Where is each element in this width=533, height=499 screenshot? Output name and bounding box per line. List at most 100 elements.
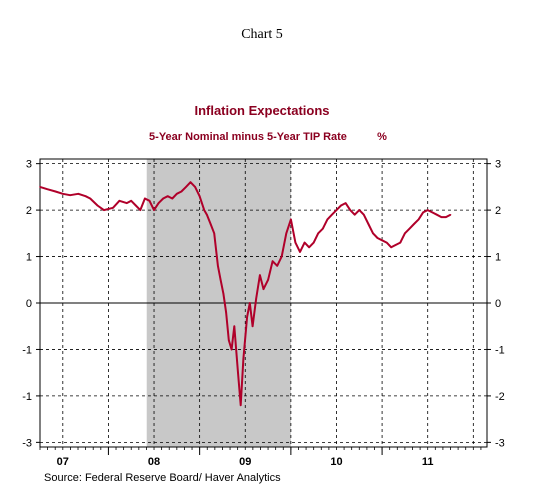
series-point	[69, 194, 71, 197]
series-point	[271, 260, 274, 262]
series-point	[249, 302, 251, 304]
y-tick-label-left: -3	[22, 437, 32, 449]
series-point	[426, 209, 429, 211]
y-tick-label-left: 2	[26, 205, 32, 217]
series-point	[399, 241, 402, 244]
series-point	[62, 193, 64, 195]
x-tick-label: 11	[422, 456, 434, 468]
series-point	[285, 232, 288, 235]
series-point	[118, 200, 121, 202]
series-point	[194, 186, 196, 188]
series-point	[125, 202, 128, 204]
series-point	[162, 197, 164, 200]
series-point	[39, 186, 41, 188]
series-point	[139, 209, 142, 211]
series-point	[237, 371, 239, 374]
series-point	[219, 278, 222, 281]
y-tick-label-left: -1	[22, 391, 32, 403]
source-note: Source: Federal Reserve Board/ Haver Ana…	[44, 472, 281, 484]
series-point	[213, 232, 216, 235]
series-point	[134, 204, 137, 207]
series-point	[230, 348, 233, 351]
series-point	[431, 211, 434, 214]
series-point	[381, 239, 383, 242]
series-point	[294, 241, 297, 244]
series-point	[185, 186, 187, 188]
x-tick-label: 07	[57, 456, 69, 468]
series-point	[203, 209, 206, 211]
series-point	[46, 188, 49, 190]
series-point	[335, 209, 338, 211]
series-point	[308, 246, 310, 249]
series-point	[445, 216, 447, 218]
series-point	[225, 311, 227, 314]
x-tick-label: 09	[239, 456, 251, 468]
series-point	[344, 202, 347, 204]
series-point	[233, 325, 236, 328]
series-point	[280, 255, 283, 258]
y-tick-label-right: -2	[495, 391, 505, 403]
series-point	[326, 218, 329, 221]
series-point	[372, 232, 374, 235]
x-tick-label: 10	[330, 456, 342, 468]
series-point	[176, 193, 178, 195]
series-point	[89, 197, 91, 200]
series-point	[449, 213, 452, 216]
series-point	[239, 404, 242, 406]
series-point	[166, 195, 169, 197]
series-point	[390, 246, 393, 249]
series-point	[103, 209, 105, 211]
series-point	[144, 197, 146, 200]
series-point	[171, 197, 174, 200]
series-point	[413, 223, 415, 225]
y-tick-label-left: -1	[22, 344, 32, 356]
y-tick-label-left: 3	[26, 159, 32, 171]
series-point	[112, 206, 114, 209]
series-point	[267, 278, 269, 281]
y-tick-label-right: -1	[495, 344, 505, 356]
series-point	[217, 265, 219, 267]
series-point	[331, 213, 333, 216]
series-point	[417, 218, 420, 221]
series-point	[96, 204, 99, 207]
chart-unit-label: %	[377, 131, 387, 143]
series-point	[290, 218, 292, 221]
series-point	[408, 227, 411, 230]
series-point	[436, 213, 438, 216]
series-point	[222, 292, 225, 295]
series-point	[440, 216, 443, 218]
plot-area: 3 32 21 10 0-1 -1-1 -2-3 -307 08 09 10 11	[22, 158, 505, 468]
series-point	[376, 237, 379, 239]
series-point	[148, 200, 151, 202]
series-point	[317, 232, 320, 235]
series-point	[251, 325, 254, 328]
chart-title: Inflation Expectations	[194, 103, 329, 118]
x-tick-label: 08	[148, 456, 160, 468]
series-point	[206, 213, 208, 216]
series-point	[422, 211, 424, 214]
series-point	[394, 244, 397, 246]
series-point	[228, 339, 230, 341]
series-line	[39, 181, 451, 407]
series-point	[180, 190, 183, 193]
y-tick-label-left: 1	[26, 252, 32, 264]
series-point	[259, 274, 261, 276]
series-point	[385, 241, 388, 244]
series-point	[299, 251, 301, 253]
series-point	[242, 357, 245, 360]
series-point	[276, 265, 278, 267]
series-point	[312, 241, 315, 244]
series-point	[189, 181, 192, 184]
y-tick-label-left: 0	[26, 298, 32, 310]
series-point	[153, 209, 155, 211]
chart-subtitle: 5-Year Nominal minus 5-Year TIP Rate	[149, 131, 347, 143]
series-point	[84, 195, 87, 197]
series-point	[404, 232, 406, 235]
series-point	[157, 202, 160, 204]
series-point	[246, 316, 248, 318]
series-point	[198, 195, 201, 197]
y-tick-label-right: -3	[495, 437, 505, 449]
series-point	[209, 223, 212, 225]
series-point	[340, 204, 342, 207]
